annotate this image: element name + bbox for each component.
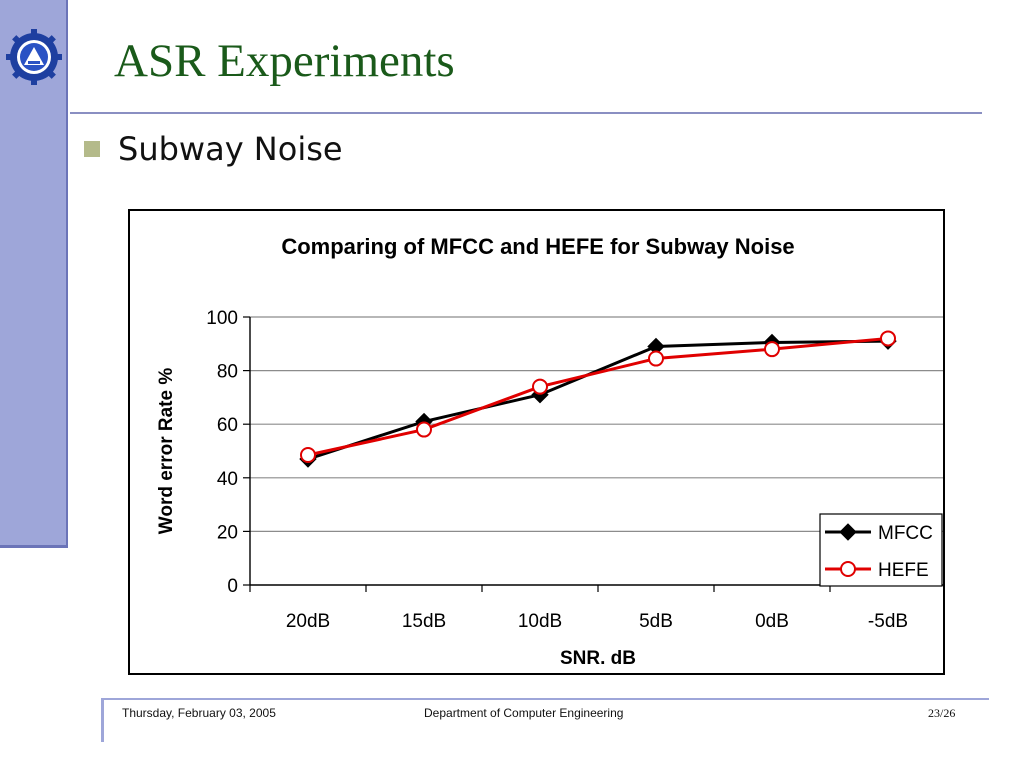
y-tick-labels: 0 20 40 60 80 100: [206, 308, 238, 597]
legend-item-mfcc: MFCC: [825, 523, 933, 544]
x-tick-label: 20dB: [286, 611, 330, 632]
chart-title: Comparing of MFCC and HEFE for Subway No…: [281, 234, 794, 259]
series-line-hefe: [307, 336, 889, 457]
x-tick-label: -5dB: [868, 611, 908, 632]
bullet-square-icon: [84, 141, 100, 157]
chart-legend: MFCC HEFE: [819, 513, 943, 587]
x-tick-label: 0dB: [755, 611, 789, 632]
y-tick-label: 0: [227, 576, 238, 597]
bullet-item: Subway Noise: [84, 130, 343, 168]
gear-icon: [6, 29, 62, 85]
y-tick-label: 60: [217, 415, 238, 436]
series-mfcc: [299, 332, 897, 468]
x-tick-label: 10dB: [518, 611, 562, 632]
chart-frame: Comparing of MFCC and HEFE for Subway No…: [128, 209, 945, 675]
grid-lines: [250, 316, 943, 532]
series-hefe: [300, 330, 896, 464]
side-bar: [0, 0, 68, 548]
y-axis-label: Word error Rate %: [156, 368, 177, 535]
data-point-hefe: [880, 330, 896, 347]
legend-marker: [840, 561, 856, 577]
line-chart: Comparing of MFCC and HEFE for Subway No…: [156, 234, 943, 669]
footer-bracket: [101, 698, 989, 742]
bullet-text: Subway Noise: [118, 130, 343, 168]
footer-page-number: 23/26: [928, 706, 956, 720]
y-tick-label: 80: [217, 362, 238, 383]
y-tick-label: 40: [217, 469, 238, 490]
data-point-hefe: [300, 447, 316, 464]
x-tick-label: 15dB: [402, 611, 446, 632]
data-point-hefe: [416, 421, 432, 438]
legend-item-hefe: HEFE: [825, 560, 929, 581]
x-tick-labels: 20dB 15dB 10dB 5dB 0dB -5dB: [286, 611, 908, 632]
x-tick-label: 5dB: [639, 611, 673, 632]
legend-marker: [839, 523, 857, 541]
data-point-hefe: [648, 350, 664, 367]
series-layer: [299, 330, 897, 468]
series-line-mfcc: [307, 339, 889, 461]
university-emblem-icon: [6, 29, 62, 85]
data-point-hefe: [764, 341, 780, 358]
legend-label: MFCC: [878, 523, 933, 544]
x-axis-label: SNR. dB: [560, 648, 636, 669]
legend-box: [819, 513, 943, 587]
y-tick-label: 100: [206, 308, 238, 329]
y-tick-label: 20: [217, 522, 238, 543]
footer-department: Department of Computer Engineering: [424, 706, 624, 720]
legend-label: HEFE: [878, 560, 929, 581]
title-divider: [70, 112, 982, 114]
data-point-hefe: [532, 378, 548, 395]
slide-title: ASR Experiments: [114, 35, 455, 87]
footer-date: Thursday, February 03, 2005: [122, 706, 276, 720]
